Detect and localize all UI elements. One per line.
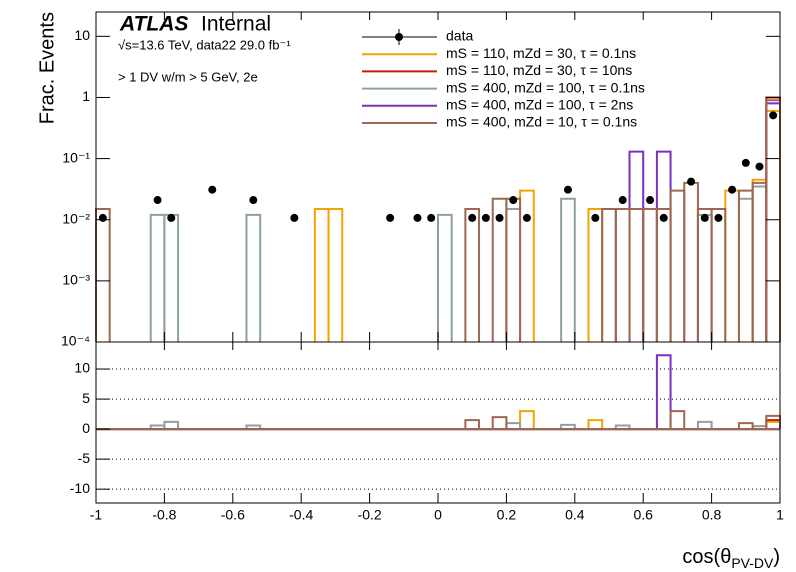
x-tick-label: -1	[90, 507, 103, 523]
ratio-bin	[737, 422, 754, 430]
y-axis-label: Frac. Events	[36, 12, 58, 124]
selection-label: > 1 DV w/m > 5 GeV, 2e	[118, 69, 258, 84]
histogram-bin	[464, 207, 481, 342]
ratio-bin	[655, 354, 672, 430]
x-tick-label: 0.2	[497, 507, 517, 523]
x-label-part: )	[773, 546, 780, 568]
x-tick-label: 0.6	[633, 507, 653, 523]
data-point	[728, 185, 737, 194]
x-tick-label: 0	[434, 507, 442, 523]
data-point	[153, 196, 162, 205]
legend-label: mS = 400, mZd = 10, τ = 0.1ns	[446, 114, 637, 130]
ratio-bin	[696, 420, 713, 430]
histogram-bin	[710, 207, 727, 342]
data-point	[413, 213, 422, 222]
ratio-bin	[163, 420, 180, 430]
x-label-part: cos(θ	[682, 546, 731, 568]
data-point	[755, 162, 764, 171]
data-point	[741, 158, 750, 167]
ratio-bin	[669, 410, 686, 430]
data-point	[522, 213, 531, 222]
histogram-bin	[245, 213, 262, 342]
data-point	[700, 213, 709, 222]
data-point	[687, 177, 696, 186]
data-point	[249, 196, 258, 205]
data-point	[509, 196, 518, 205]
status-label: Internal	[201, 13, 271, 36]
legend-label: mS = 400, mZd = 100, τ = 2ns	[446, 97, 633, 113]
x-tick-label: 0.8	[702, 507, 722, 523]
legend-label: mS = 110, mZd = 30, τ = 10ns	[446, 62, 632, 78]
x-label-sub: PV-DV	[731, 555, 774, 571]
y-tick-label: 10⁻¹	[62, 149, 90, 165]
data-point	[769, 111, 778, 120]
y-tick-label: -10	[70, 480, 90, 496]
ratio-bin	[245, 424, 262, 430]
ratio-bin	[491, 416, 508, 430]
y-tick-label: -5	[78, 450, 91, 466]
ratio-bin	[614, 424, 631, 430]
data-point	[98, 213, 107, 222]
ratio-bin	[464, 419, 481, 430]
x-tick-label: 1	[776, 507, 784, 523]
legend-label: mS = 400, mZd = 100, τ = 0.1ns	[446, 79, 645, 95]
y-tick-label: 0	[82, 420, 90, 436]
legend-label: data	[446, 28, 473, 44]
data-point	[208, 185, 217, 194]
x-axis-label: cos(θPV-DV)	[682, 546, 780, 570]
x-tick-label: -0.4	[289, 507, 313, 523]
data-point	[386, 213, 395, 222]
data-point	[167, 213, 176, 222]
y-tick-label: 10	[74, 360, 90, 376]
ratio-bin	[560, 423, 576, 430]
data-point	[495, 213, 504, 222]
data-point	[427, 213, 436, 222]
data-point	[591, 213, 600, 222]
data-point	[290, 213, 299, 222]
legend-label: mS = 110, mZd = 30, τ = 0.1ns	[446, 45, 636, 61]
data-point	[618, 196, 627, 205]
y-tick-label: 5	[82, 390, 90, 406]
x-tick-label: -0.6	[221, 507, 245, 523]
y-tick-label: 10⁻⁴	[61, 333, 90, 349]
histogram-bin	[327, 207, 344, 342]
energy-label: √s=13.6 TeV, data22 29.0 fb⁻¹	[118, 37, 291, 52]
histogram-bin	[437, 213, 453, 342]
data-point	[481, 213, 490, 222]
atlas-label: ATLAS	[119, 13, 188, 36]
ratio-bin	[587, 419, 604, 430]
y-tick-label: 10	[74, 27, 90, 43]
ratio-bin	[519, 410, 535, 430]
data-point	[714, 213, 723, 222]
y-tick-label: 1	[82, 88, 90, 104]
data-point	[468, 213, 477, 222]
y-tick-label: 10⁻³	[62, 272, 90, 288]
data-point	[563, 185, 572, 194]
y-tick-label: 10⁻²	[62, 210, 90, 226]
legend-marker	[395, 33, 403, 41]
data-point	[659, 213, 668, 222]
histogram-bin	[560, 197, 576, 342]
x-tick-label: -0.2	[358, 507, 382, 523]
data-point	[646, 196, 655, 205]
x-tick-label: 0.4	[565, 507, 585, 523]
x-tick-label: -0.8	[152, 507, 176, 523]
